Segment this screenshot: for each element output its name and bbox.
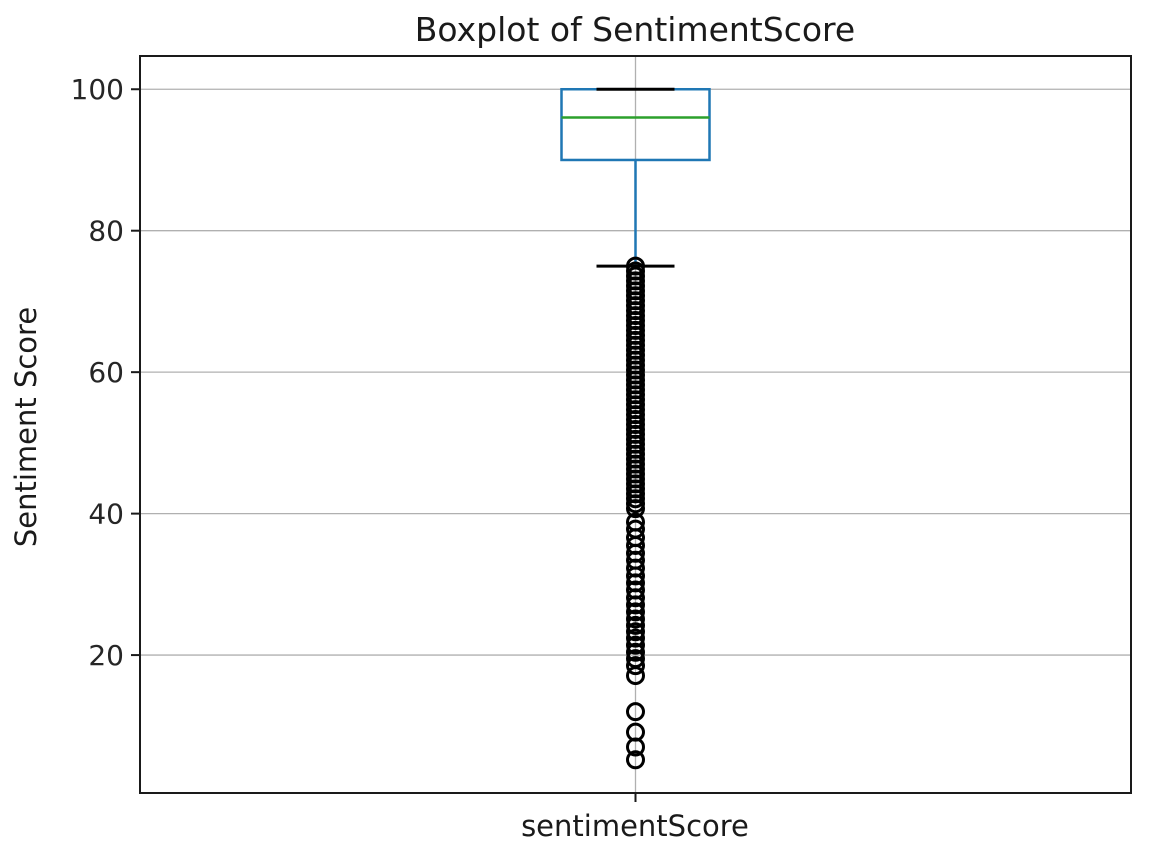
outlier-point xyxy=(626,595,645,615)
outlier-point xyxy=(626,635,645,655)
x-tick-label: sentimentScore xyxy=(521,809,749,843)
outlier-point xyxy=(626,750,645,770)
y-tick-label: 100 xyxy=(71,73,124,106)
y-tick-label: 60 xyxy=(88,356,124,389)
outlier-point xyxy=(626,642,645,662)
outlier-point xyxy=(626,628,645,648)
outlier-point xyxy=(626,609,645,629)
chart-title: Boxplot of SentimentScore xyxy=(415,10,855,49)
plot-area: 20 40 60 80 100 xyxy=(71,55,1132,802)
outlier-point xyxy=(626,615,645,635)
outlier-point xyxy=(626,602,645,622)
y-tick-label: 20 xyxy=(88,639,124,672)
outlier-point xyxy=(626,702,645,722)
outlier-point xyxy=(626,666,645,686)
y-axis-label: Sentiment Score xyxy=(9,307,43,547)
y-tick-label: 80 xyxy=(88,215,124,248)
outlier-point xyxy=(626,737,645,757)
outlier-point xyxy=(626,588,645,608)
outlier-point xyxy=(626,656,645,676)
outlier-point xyxy=(626,622,645,642)
y-tick-label: 40 xyxy=(88,498,124,531)
outlier-point xyxy=(626,499,645,519)
outlier-point xyxy=(626,566,645,586)
